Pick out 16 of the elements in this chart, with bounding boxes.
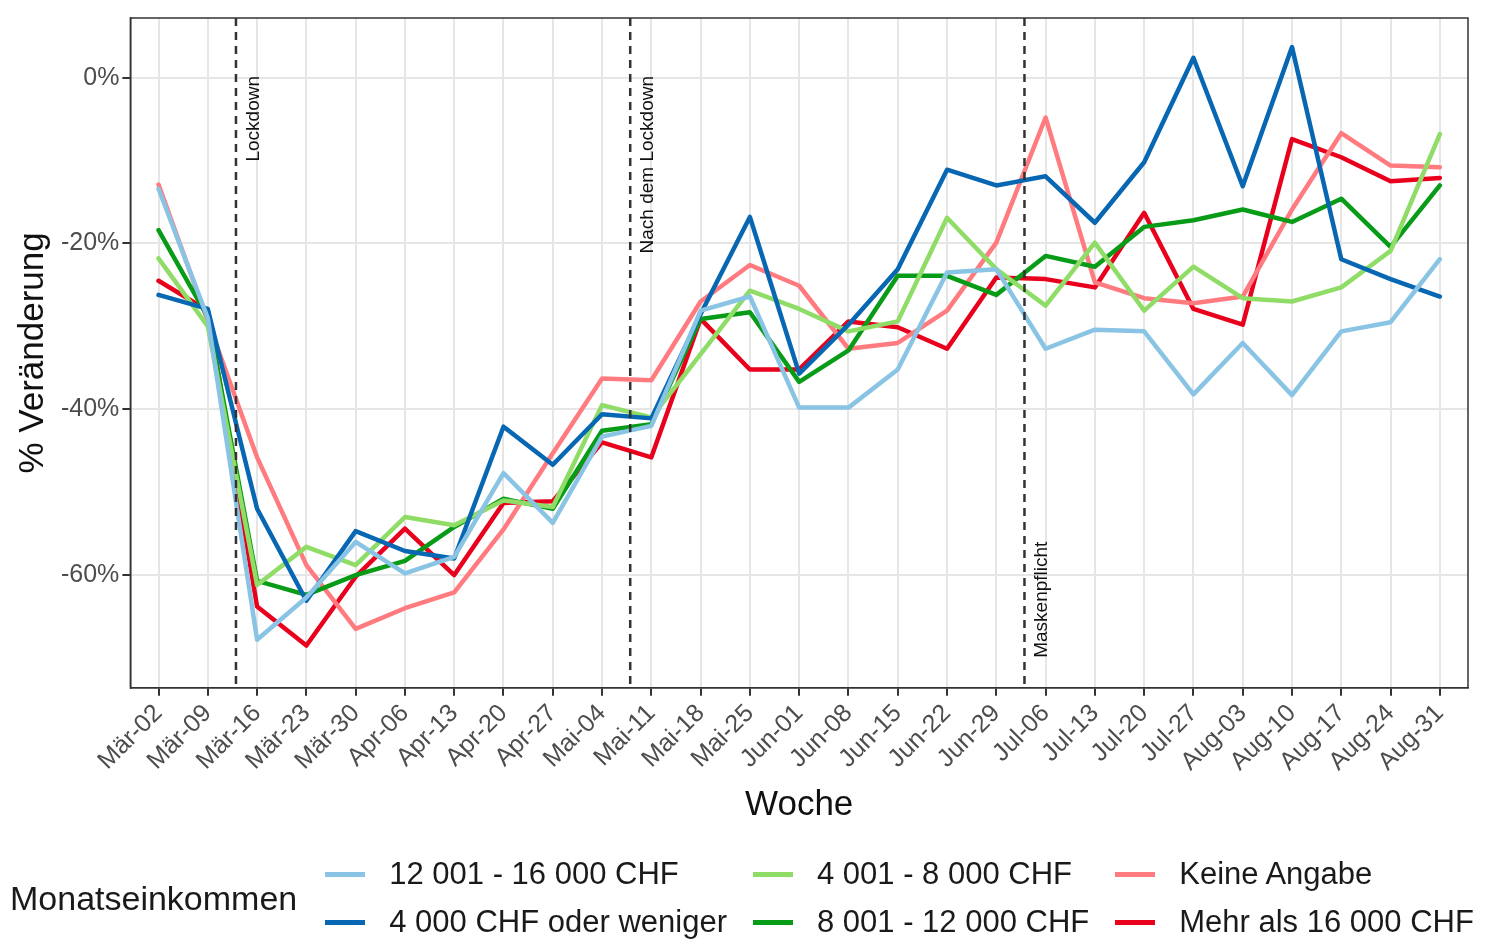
legend-label: 12 001 - 16 000 CHF [389,856,679,892]
ref-line-label: Lockdown [241,76,263,162]
legend-label: 4 000 CHF oder weniger [389,904,727,940]
legend-label: Keine Angabe [1179,856,1373,892]
y-tick-label: -60% [60,558,120,587]
legend-label: Mehr als 16 000 CHF [1179,904,1474,940]
legend-label: 8 001 - 12 000 CHF [816,904,1090,940]
x-axis-title: Woche [745,782,854,822]
y-axis-title: % Veränderung [10,232,50,474]
y-tick-label: -40% [60,393,120,422]
ref-line-label: Nach dem Lockdown [635,76,657,254]
legend-title: Monatseinkommen [10,878,298,918]
y-tick-label: -20% [60,227,120,256]
y-tick-label: 0% [83,61,120,90]
ref-line-label: Maskenpflicht [1030,540,1052,658]
legend-label: 4 001 - 8 000 CHF [816,856,1073,892]
